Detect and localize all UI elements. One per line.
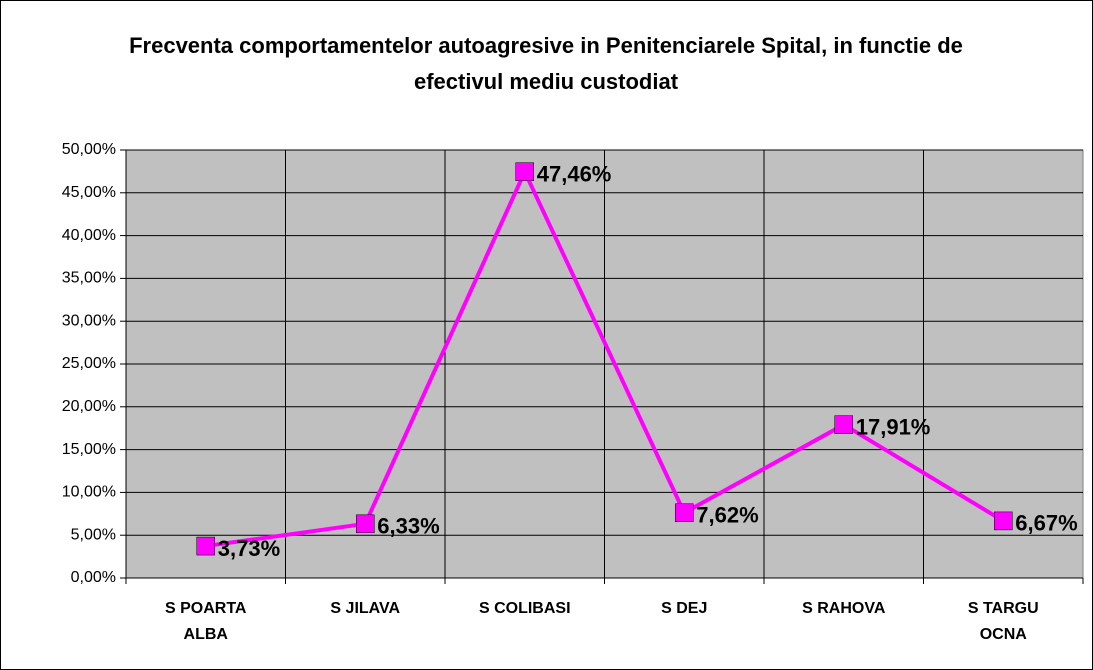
marker	[356, 514, 375, 534]
marker	[834, 415, 853, 434]
y-tick-label: 0,00%	[71, 569, 116, 586]
y-tick-label: 25,00%	[62, 355, 116, 372]
y-tick-label: 50,00%	[62, 141, 116, 158]
x-tick-label: S DEJ	[661, 600, 708, 617]
x-tick-label: S POARTA ALBA	[165, 600, 247, 643]
marker	[675, 503, 694, 523]
data-label: 6,67%	[1015, 511, 1077, 536]
data-label: 7,62%	[696, 503, 758, 528]
marker	[515, 162, 534, 181]
y-tick-label: 20,00%	[62, 398, 116, 415]
x-tick-label: S RAHOVA	[802, 600, 886, 617]
y-tick-label: 10,00%	[62, 484, 116, 501]
data-label: 17,91%	[856, 415, 931, 440]
y-tick-label: 35,00%	[62, 270, 116, 287]
y-tick-label: 5,00%	[71, 526, 116, 543]
x-tick-label: S TARGU OCNA	[967, 600, 1039, 643]
chart-title: Frecventa comportamentelor autoagresive …	[129, 33, 963, 94]
marker	[196, 536, 215, 556]
marker	[994, 511, 1013, 531]
y-tick-label: 15,00%	[62, 441, 116, 458]
y-tick-label: 45,00%	[62, 184, 116, 201]
line	[205, 166, 1005, 549]
y-tick-label: 30,00%	[62, 312, 116, 329]
x-tick-label: S JILAVA	[330, 600, 401, 617]
y-tick-label: 40,00%	[62, 227, 116, 244]
data-label: 47,46%	[537, 162, 612, 187]
data-label: 3,73%	[218, 536, 280, 561]
data-label: 6,33%	[377, 514, 439, 539]
x-tick-label: S COLIBASI	[478, 600, 571, 617]
